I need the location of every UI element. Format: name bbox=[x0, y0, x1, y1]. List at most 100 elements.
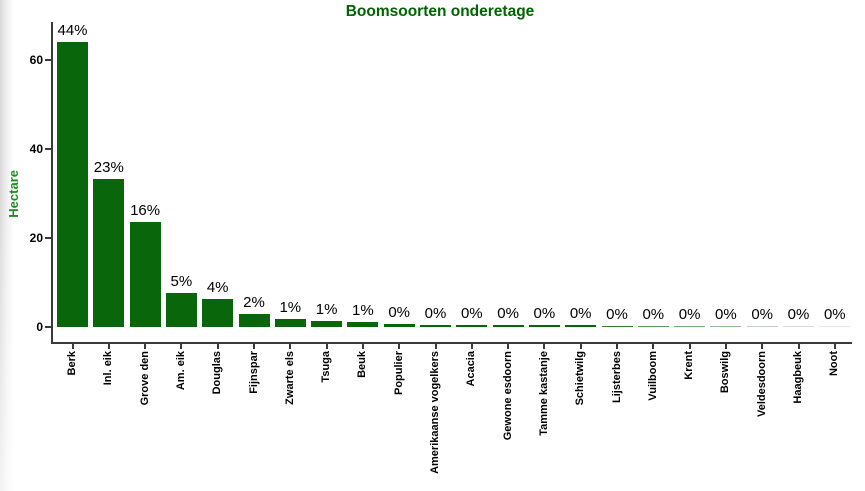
x-tick-label-krent: Krent bbox=[683, 351, 696, 380]
y-tick-mark bbox=[45, 59, 51, 61]
x-tick-label-haagbeuk: Haagbeuk bbox=[792, 351, 804, 404]
bar-value-label: 0% bbox=[606, 305, 628, 323]
bar-am-eik bbox=[165, 293, 197, 327]
x-tick-mark bbox=[398, 344, 401, 349]
bar-acacia bbox=[456, 324, 488, 327]
bar-value-label: 0% bbox=[678, 306, 701, 323]
bar-value-label: 0% bbox=[460, 304, 483, 322]
x-tick-label-amerikaanse-vogelkers: Amerikaanse vogelkers bbox=[429, 351, 441, 474]
bar-value-label: 5% bbox=[170, 273, 193, 291]
x-tick-label-grove-den: Grove den bbox=[138, 351, 151, 406]
bar-noot bbox=[819, 326, 851, 327]
x-tick-label-vuilboom: Vuilboom bbox=[646, 351, 659, 401]
page-edge-gradient-fade bbox=[0, 0, 14, 491]
x-tick-label-lijsterbes: Lijsterbes bbox=[610, 351, 623, 403]
x-tick-label-noot: Noot bbox=[828, 351, 841, 377]
x-tick-mark bbox=[797, 344, 800, 349]
bar-tamme-kastanje bbox=[528, 325, 560, 327]
bar-value-label: 1% bbox=[279, 298, 302, 316]
x-tick-label-fijnspar: Fijnspar bbox=[247, 351, 260, 394]
x-tick-mark bbox=[180, 344, 183, 349]
bar-krent bbox=[674, 326, 706, 327]
bar-value-label: 0% bbox=[569, 305, 592, 323]
x-tick-mark bbox=[761, 344, 764, 349]
x-axis-line bbox=[51, 342, 852, 344]
y-tick-mark bbox=[45, 326, 51, 328]
x-tick-mark bbox=[470, 344, 473, 349]
bar-tsuga bbox=[311, 320, 343, 327]
bar-value-label: 1% bbox=[315, 300, 338, 318]
y-axis-title: Hectare bbox=[4, 148, 22, 240]
x-tick-label-beuk: Beuk bbox=[356, 351, 369, 378]
bar-berk bbox=[57, 42, 88, 327]
x-tick-mark bbox=[289, 344, 292, 349]
x-tick-mark bbox=[361, 344, 364, 349]
x-tick-mark bbox=[325, 344, 328, 349]
x-tick-label-schietwilg: Schietwilg bbox=[574, 351, 587, 406]
y-axis-title-text: Hectare bbox=[5, 170, 21, 218]
bar-value-label: 0% bbox=[823, 306, 846, 323]
bar-beuk bbox=[347, 321, 379, 327]
bar-veldesdoorn bbox=[746, 326, 778, 327]
bar-value-label: 0% bbox=[642, 305, 665, 323]
y-tick-label: 40 bbox=[29, 142, 43, 156]
y-tick-label: 0 bbox=[36, 320, 43, 334]
bar-value-label: 23% bbox=[93, 159, 124, 177]
x-tick-label-tsuga: Tsuga bbox=[320, 351, 333, 383]
x-tick-mark bbox=[652, 344, 655, 349]
y-tick-label: 20 bbox=[29, 231, 43, 245]
x-tick-label-populier: Populier bbox=[392, 351, 405, 396]
chart-title: Boomsoorten onderetage bbox=[345, 3, 535, 20]
x-tick-mark bbox=[71, 344, 74, 349]
x-tick-mark bbox=[434, 344, 437, 349]
bar-value-label: 2% bbox=[243, 294, 265, 312]
bar-value-label: 0% bbox=[424, 304, 447, 322]
x-tick-mark bbox=[507, 344, 510, 349]
bar-value-label: 16% bbox=[130, 201, 161, 219]
x-tick-mark bbox=[579, 344, 582, 349]
bar-douglas bbox=[202, 298, 234, 327]
bar-schietwilg bbox=[565, 325, 597, 327]
x-tick-label-veldesdoorn: Veldesdoorn bbox=[755, 351, 768, 418]
x-tick-label-boswilg: Boswilg bbox=[719, 351, 732, 394]
x-tick-label-berk: Berk bbox=[66, 351, 78, 376]
bar-fijnspar bbox=[238, 314, 270, 327]
bar-gewone-esdoorn bbox=[492, 325, 524, 327]
bar-boswilg bbox=[710, 326, 742, 327]
x-tick-label-douglas: Douglas bbox=[211, 351, 224, 395]
x-tick-mark bbox=[543, 344, 546, 349]
x-tick-mark bbox=[253, 344, 255, 349]
y-tick-label: 60 bbox=[29, 53, 43, 67]
x-tick-mark bbox=[688, 344, 691, 349]
x-tick-label-gewone-esdoorn: Gewone esdoorn bbox=[501, 351, 514, 441]
x-tick-mark bbox=[724, 344, 727, 349]
bar-value-label: 0% bbox=[497, 305, 519, 323]
bar-value-label: 0% bbox=[715, 306, 737, 323]
y-tick-mark bbox=[45, 237, 51, 239]
x-tick-label-tamme-kastanje: Tamme kastanje bbox=[537, 351, 550, 436]
x-tick-label-inl-eik: Inl. eik bbox=[102, 351, 115, 386]
bar-value-label: 1% bbox=[352, 301, 374, 319]
x-tick-mark bbox=[107, 344, 110, 349]
bar-value-label: 4% bbox=[206, 278, 229, 296]
x-tick-label-zwarte-els: Zwarte els bbox=[283, 351, 296, 405]
x-tick-mark bbox=[144, 344, 147, 349]
bar-populier bbox=[383, 324, 415, 327]
bar-value-label: 44% bbox=[57, 22, 88, 40]
bar-zwarte-els bbox=[274, 318, 306, 327]
bar-amerikaanse-vogelkers bbox=[420, 324, 451, 327]
bar-grove-den bbox=[129, 221, 161, 327]
x-tick-label-am-eik: Am. eik bbox=[174, 351, 187, 391]
x-tick-mark bbox=[216, 344, 219, 349]
bar-value-label: 0% bbox=[787, 306, 810, 323]
x-tick-mark bbox=[833, 344, 836, 349]
bar-lijsterbes bbox=[601, 325, 633, 327]
bar-vuilboom bbox=[637, 325, 669, 327]
bar-value-label: 0% bbox=[751, 306, 774, 323]
bar-value-label: 0% bbox=[533, 305, 556, 323]
y-tick-mark bbox=[45, 148, 51, 150]
bar-haagbeuk bbox=[783, 326, 814, 327]
x-tick-mark bbox=[616, 344, 618, 349]
